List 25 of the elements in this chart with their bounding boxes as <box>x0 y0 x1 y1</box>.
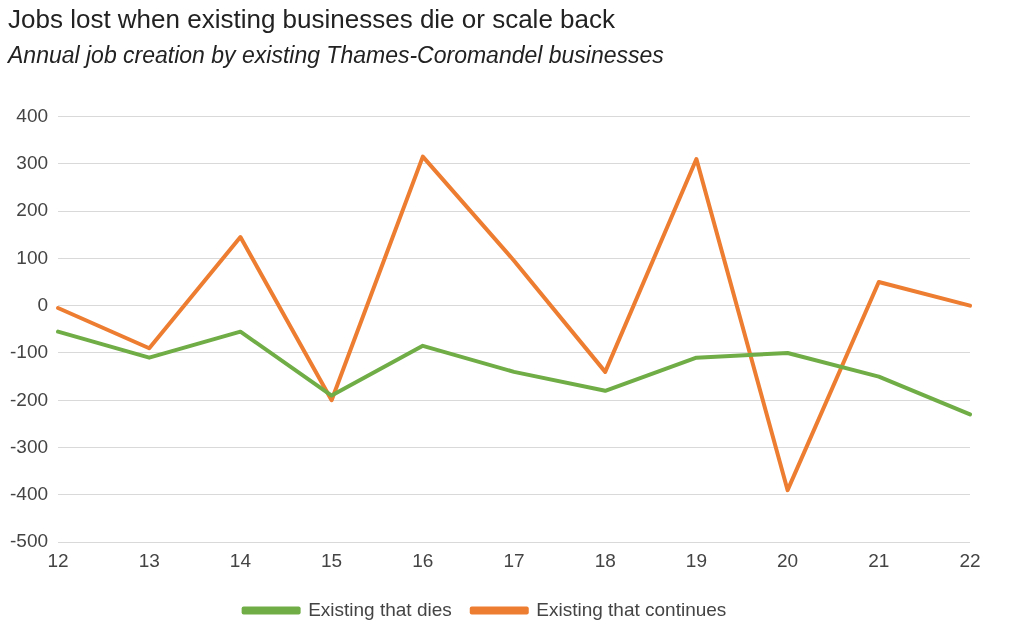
x-tick-label: 18 <box>594 549 616 571</box>
y-tick-label: 0 <box>37 293 49 315</box>
chart-subtitle: Annual job creation by existing Thames-Coromandel businesses <box>8 42 664 69</box>
y-tick-label: -100 <box>10 341 49 363</box>
x-tick-label: 14 <box>229 549 252 571</box>
y-tick-label: -400 <box>10 483 49 505</box>
chart-title: Jobs lost when existing businesses die or scale back <box>8 4 615 35</box>
y-tick-label: -300 <box>10 435 49 457</box>
x-tick-label: 22 <box>959 549 981 571</box>
y-tick-label: 200 <box>16 199 49 221</box>
x-tick-label: 21 <box>868 549 890 571</box>
y-tick-label: 100 <box>16 246 49 268</box>
x-tick-label: 16 <box>412 549 434 571</box>
x-tick-label: 19 <box>685 549 707 571</box>
x-tick-label: 15 <box>321 549 343 571</box>
y-tick-label: 400 <box>16 104 49 126</box>
legend-label: Existing that continues <box>536 598 727 620</box>
x-tick-label: 20 <box>777 549 799 571</box>
legend-label: Existing that dies <box>308 598 452 620</box>
y-tick-label: -500 <box>10 530 49 552</box>
x-tick-label: 13 <box>138 549 160 571</box>
y-tick-label: 300 <box>16 151 49 173</box>
x-tick-label: 12 <box>47 549 69 571</box>
y-tick-label: -200 <box>10 388 49 410</box>
x-tick-label: 17 <box>503 549 525 571</box>
